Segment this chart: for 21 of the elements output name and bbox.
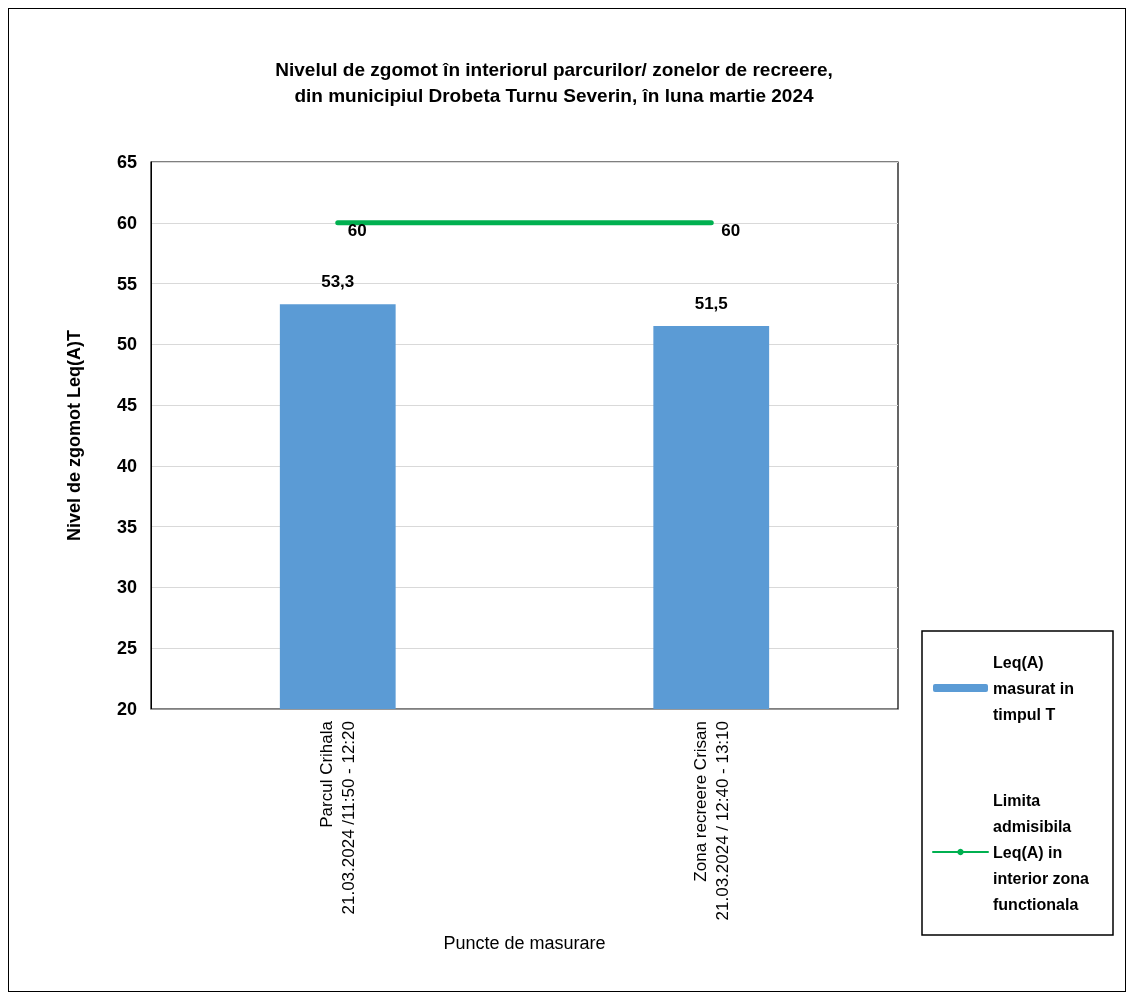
y-tick-label: 50 <box>116 334 137 355</box>
y-tick-label: 25 <box>116 638 137 659</box>
x-axis-title: Puncte de masurare <box>443 933 606 953</box>
y-tick-label: 30 <box>116 577 137 598</box>
y-tick-label: 45 <box>116 395 137 416</box>
y-tick-label: 40 <box>116 455 137 476</box>
legend-label: Leq(A) masurat in timpul T <box>993 653 1079 723</box>
x-tick-label: Parcul Crihala 21.03.2024 /11:50 - 12:20 <box>317 720 359 915</box>
data-label: 60 <box>721 221 741 241</box>
y-tick-label: 60 <box>116 212 137 233</box>
data-label: 51,5 <box>694 294 728 314</box>
y-tick-label: 20 <box>116 699 137 719</box>
legend-label: Limita admisibila Leq(A) in interior zona functionala <box>993 791 1094 913</box>
x-tick-label: Zona recreere Crisan 21.03.2024 / 12:40 - 13:10 <box>690 721 732 921</box>
y-axis-title: Nivel de zgomot Leq(A)T <box>64 330 84 541</box>
data-label: 60 <box>347 221 367 241</box>
y-tick-label: 65 <box>116 152 137 172</box>
y-tick-label: 35 <box>116 516 137 537</box>
data-label: 53,3 <box>321 272 355 292</box>
chart-title: Nivelul de zgomot în interiorul parcurilor/ zonelor de recreere, din municipiul Drobeta Turnu Severin, în luna martie 2024 <box>275 58 833 106</box>
y-tick-label: 55 <box>116 273 137 294</box>
